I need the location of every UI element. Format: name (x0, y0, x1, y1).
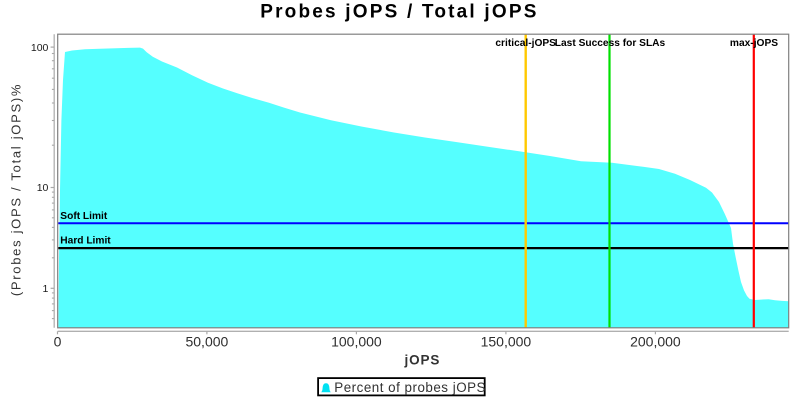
svg-text:Percent of probes jOPS: Percent of probes jOPS (334, 380, 486, 395)
svg-text:critical-jOPS: critical-jOPS (495, 38, 556, 49)
svg-text:150,000: 150,000 (481, 333, 532, 349)
svg-text:0: 0 (54, 333, 62, 349)
svg-text:Hard Limit: Hard Limit (60, 236, 111, 247)
svg-text:10: 10 (37, 182, 49, 194)
svg-text:Probes jOPS / Total jOPS: Probes jOPS / Total jOPS (260, 2, 538, 23)
svg-text:100,000: 100,000 (331, 333, 382, 349)
svg-text:(Probes jOPS / Total jOPS)%: (Probes jOPS / Total jOPS)% (9, 83, 24, 296)
svg-text:Soft Limit: Soft Limit (60, 211, 108, 222)
svg-text:1: 1 (43, 283, 49, 295)
svg-text:jOPS: jOPS (403, 353, 440, 368)
svg-text:200,000: 200,000 (630, 333, 681, 349)
svg-text:Last Success for SLAs: Last Success for SLAs (555, 38, 666, 49)
svg-text:100: 100 (31, 42, 49, 54)
svg-text:max-jOPS: max-jOPS (730, 38, 778, 49)
svg-text:50,000: 50,000 (185, 333, 228, 349)
